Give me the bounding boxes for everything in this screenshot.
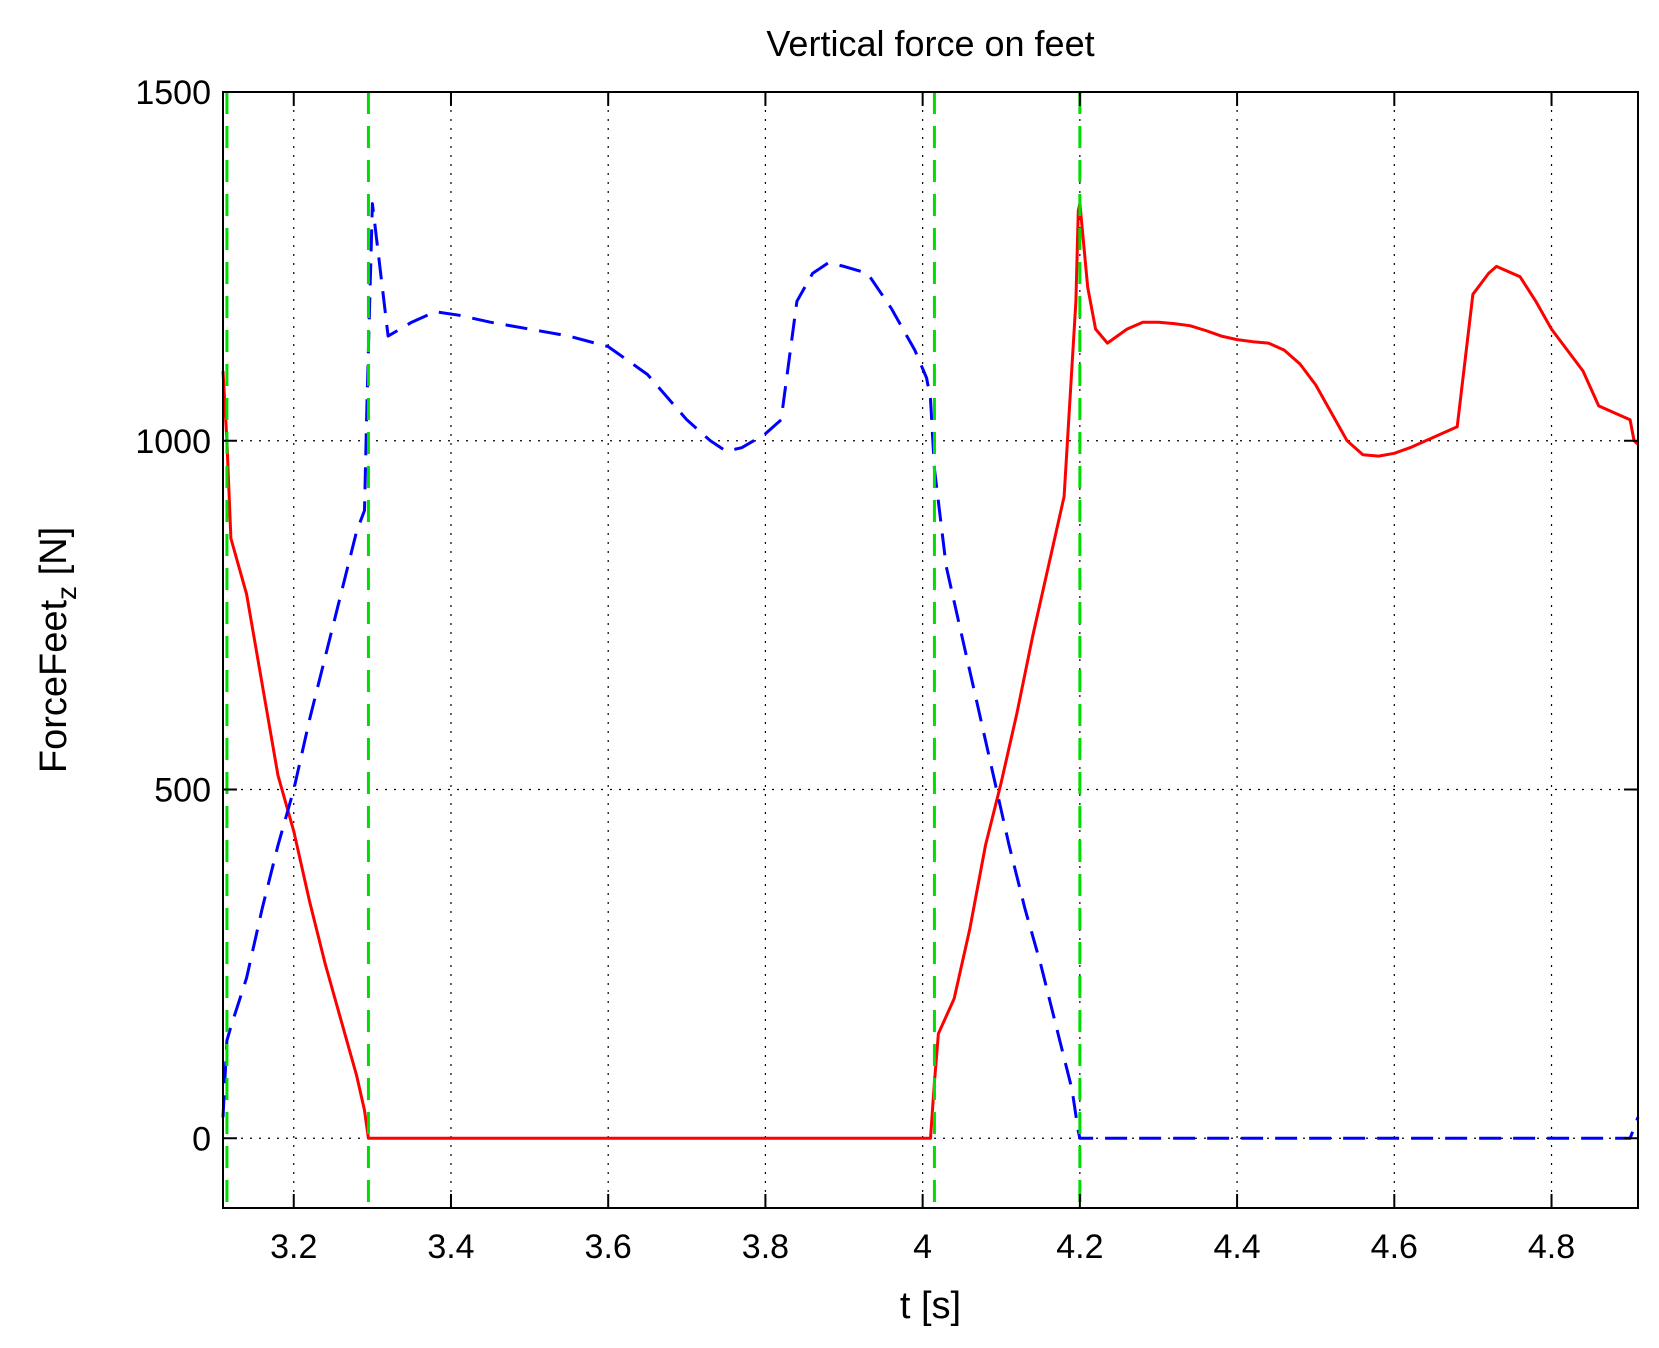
x-tick-label: 4: [913, 1228, 932, 1266]
y-tick-label: 0: [192, 1120, 211, 1158]
y-axis-label-subscript: z: [51, 586, 82, 600]
x-tick-label: 3.2: [270, 1228, 317, 1266]
axis-ticks: [223, 91, 1638, 1208]
y-axis-label: ForceFeetz [N]: [33, 527, 82, 773]
series-line-blue: [221, 202, 1640, 1140]
y-tick-label: 1500: [135, 74, 211, 112]
y-axis-label-unit: [N]: [33, 527, 75, 586]
tick-labels: 3.2 3.4 3.6 3.8 4 4.2 4.4 4.6 4.8 0 500 1000 1500: [135, 74, 1575, 1266]
x-tick-label: 4.2: [1056, 1228, 1103, 1266]
y-tick-label: 500: [154, 772, 211, 810]
x-tick-label: 4.8: [1528, 1228, 1575, 1266]
x-tick-label: 3.6: [585, 1228, 632, 1266]
x-tick-label: 3.8: [742, 1228, 789, 1266]
x-tick-label: 4.6: [1371, 1228, 1418, 1266]
y-tick-label: 1000: [135, 423, 211, 461]
y-axis-label-main: ForceFeet: [33, 600, 75, 774]
phase-markers: [225, 92, 1082, 1208]
plot-frame: [222, 91, 1639, 1209]
x-axis-label: t [s]: [900, 1285, 961, 1327]
chart-title: Vertical force on feet: [766, 23, 1094, 64]
x-tick-label: 4.4: [1213, 1228, 1260, 1266]
x-tick-label: 3.4: [427, 1228, 474, 1266]
